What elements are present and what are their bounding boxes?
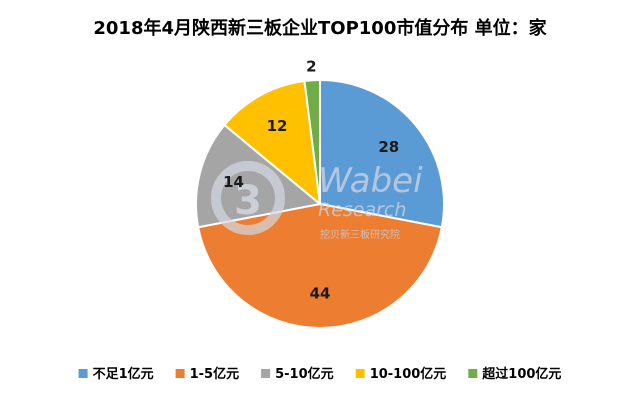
data-label-4: 12 — [267, 117, 288, 135]
legend-swatch-4 — [355, 369, 365, 378]
data-labels: 28 44 14 12 2 — [223, 57, 399, 302]
legend-label-4: 10-100亿元 — [370, 366, 447, 382]
pie-slice-4 — [223, 79, 322, 207]
pie-slice-2 — [197, 202, 443, 329]
watermark-logo: 3 — [211, 161, 285, 235]
legend-swatch-2 — [175, 369, 185, 378]
data-label-3: 14 — [223, 173, 244, 191]
watermark-brand: Wabei — [318, 161, 423, 201]
pie-slices — [195, 78, 445, 329]
legend-swatch-3 — [261, 369, 271, 378]
legend-label-5: 超过100亿元 — [482, 366, 561, 382]
watermark-chinese: 挖贝新三板研究院 — [320, 228, 400, 241]
legend-swatch-5 — [468, 369, 478, 378]
legend-swatch-1 — [78, 369, 88, 378]
data-label-1: 28 — [378, 138, 399, 156]
legend-label-2: 1-5亿元 — [190, 366, 240, 382]
data-label-5: 2 — [306, 57, 316, 75]
pie-slice-1 — [319, 78, 445, 229]
pie-slice-3 — [195, 123, 323, 229]
watermark: 3 Wabei Research 挖贝新三板研究院 — [211, 161, 423, 241]
watermark-sub: Research — [318, 199, 406, 221]
chart-title: 2018年4月陕西新三板企业TOP100市值分布 单位：家 — [93, 17, 547, 39]
svg-text:3: 3 — [234, 178, 262, 224]
legend-label-3: 5-10亿元 — [275, 366, 334, 382]
pie-slice-5 — [303, 78, 321, 205]
legend-label-1: 不足1亿元 — [93, 366, 154, 382]
data-label-2: 44 — [310, 284, 331, 302]
legend: 不足1亿元 1-5亿元 5-10亿元 10-100亿元 超过100亿元 — [78, 366, 561, 382]
